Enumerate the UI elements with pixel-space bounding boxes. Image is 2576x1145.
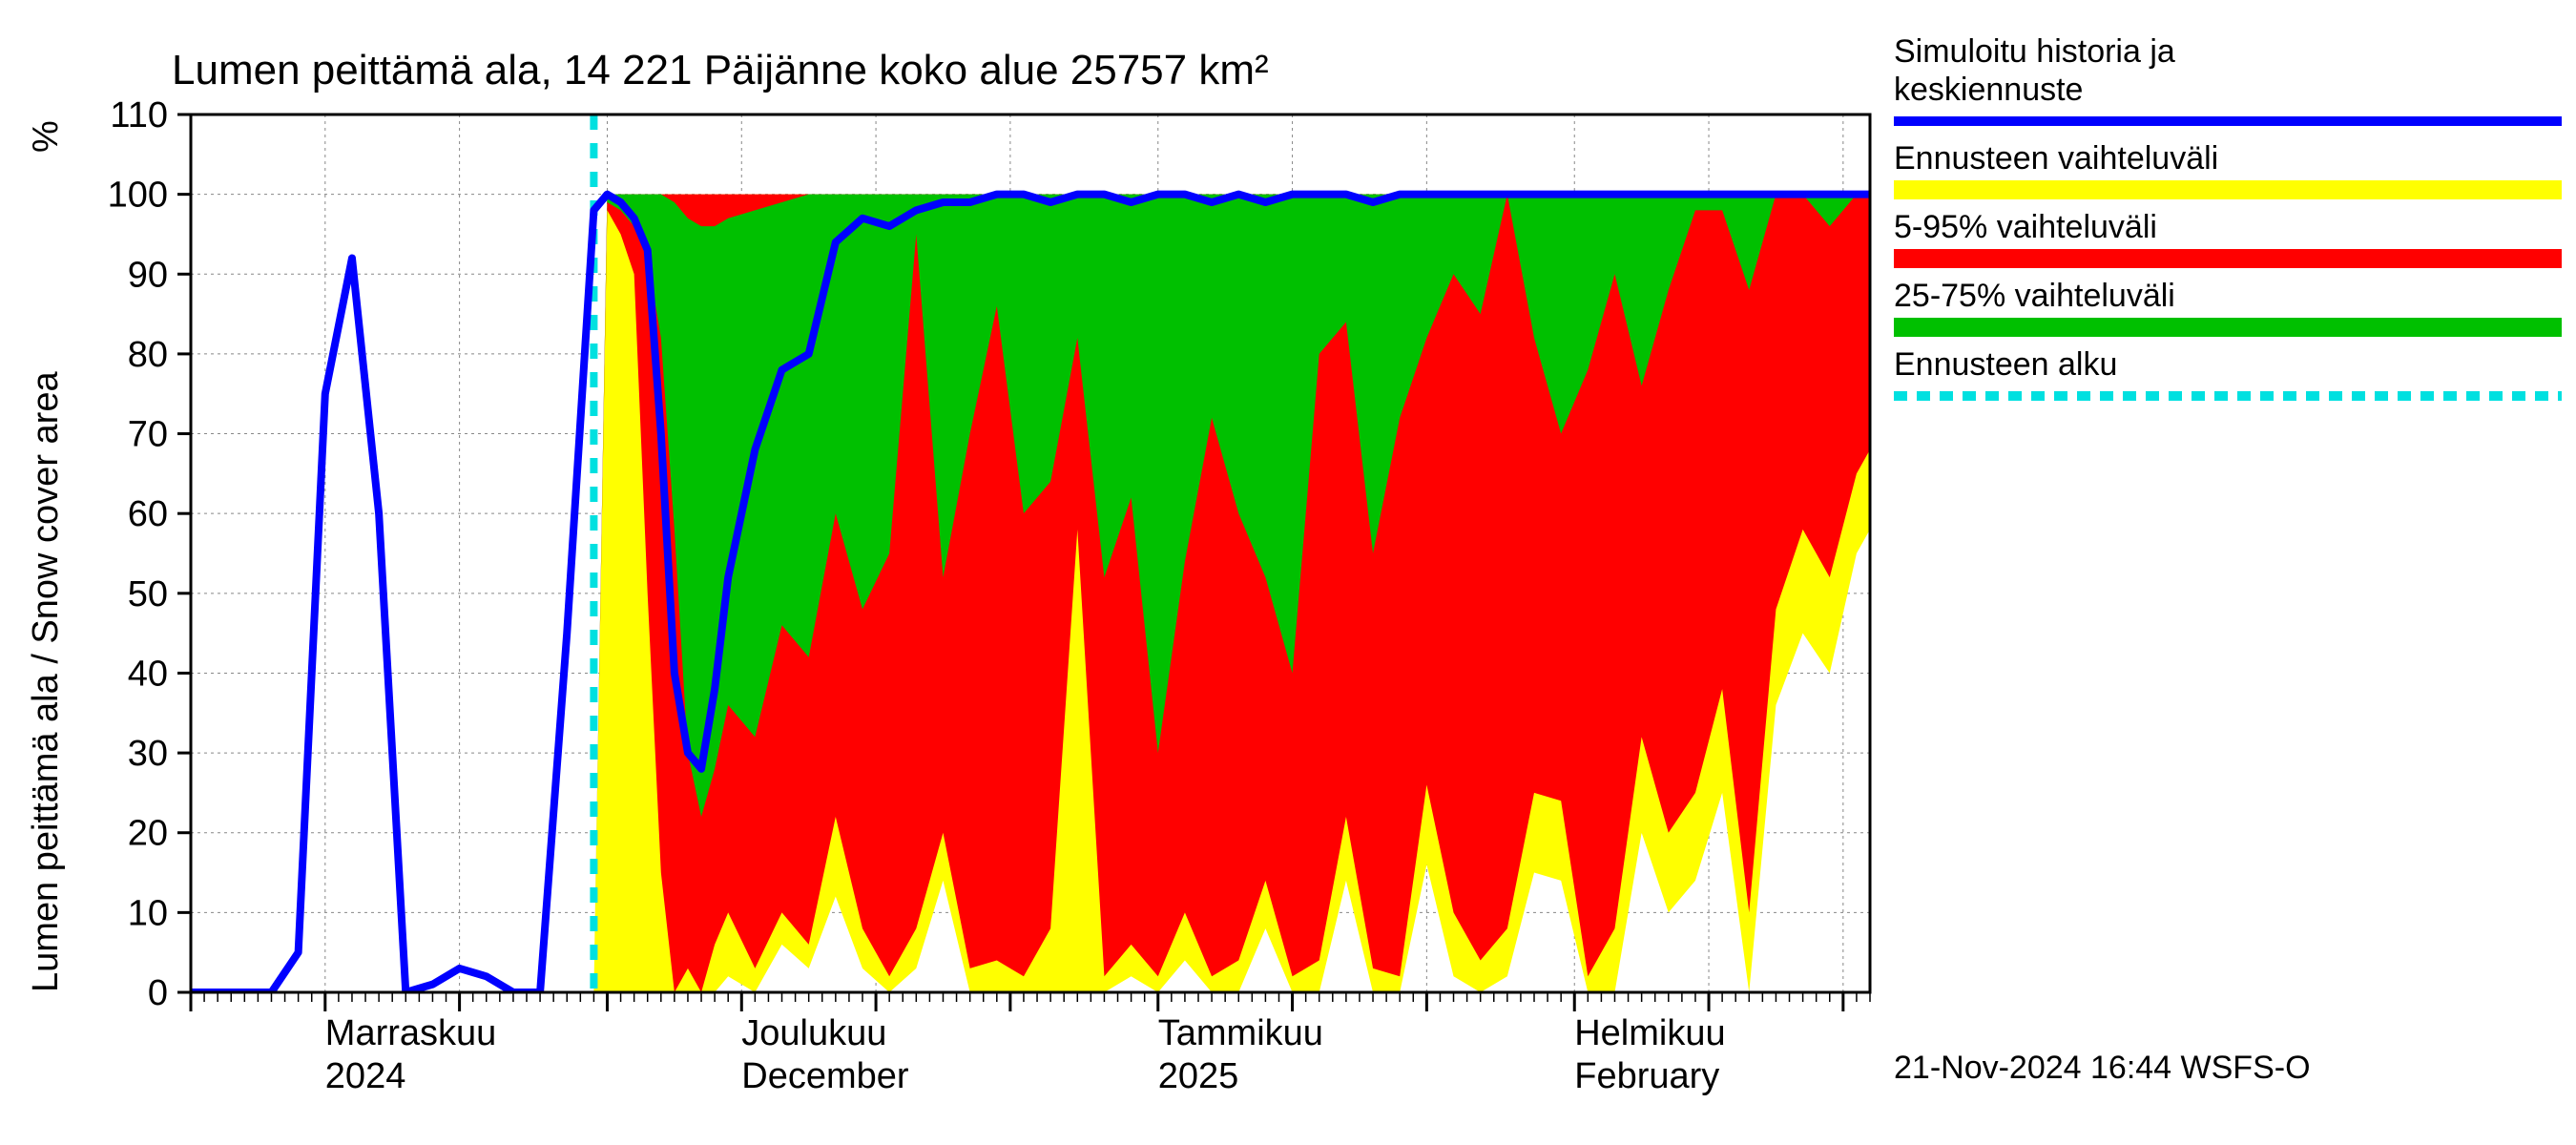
chart-svg: 0 10 20 30 40 50 60 70 80 90 100 110 Marraskuu2024 Jo… [0,0,2576,1145]
y-tick-label: 70 [128,415,168,455]
legend-label: 25-75% vaihteluväli [1894,278,2175,314]
legend-label: 5-95% vaihteluväli [1894,209,2157,245]
legend-label: keskiennuste [1894,72,2083,108]
legend-swatch [1894,249,2562,268]
y-tick-label: 90 [128,255,168,295]
y-tick-label: 80 [128,335,168,375]
x-month-label-bottom: December [741,1056,909,1096]
x-month-label-top: Marraskuu [325,1013,497,1053]
footer-timestamp: 21-Nov-2024 16:44 WSFS-O [1894,1050,2311,1086]
y-tick-label: 0 [148,973,168,1013]
y-tick-label: 110 [110,95,168,135]
x-month-label-bottom: February [1574,1056,1719,1096]
legend-label: Simuloitu historia ja [1894,33,2175,70]
legend-swatch [1894,180,2562,199]
y-tick-label: 10 [128,893,168,933]
y-tick-label: 50 [128,574,168,614]
chart-title: Lumen peittämä ala, 14 221 Päijänne koko… [172,47,1269,94]
x-month-label-bottom: 2024 [325,1056,406,1096]
y-tick-label: 30 [128,734,168,774]
y-tick-label: 20 [128,814,168,854]
x-month-label-top: Helmikuu [1574,1013,1725,1053]
y-tick-label: 60 [128,494,168,534]
legend-label: Ennusteen alku [1894,346,2117,383]
y-axis-label-unit: % [26,120,66,153]
x-month-label-top: Joulukuu [741,1013,886,1053]
y-axis-label-main: Lumen peittämä ala / Snow cover area [26,371,66,992]
legend-swatch [1894,318,2562,337]
x-month-label-top: Tammikuu [1158,1013,1323,1053]
legend-label: Ennusteen vaihteluväli [1894,140,2218,177]
y-tick-label: 40 [128,654,168,694]
snow-cover-chart: 0 10 20 30 40 50 60 70 80 90 100 110 Marraskuu2024 Jo… [0,0,2576,1145]
x-month-label-bottom: 2025 [1158,1056,1239,1096]
y-tick-label: 100 [108,176,168,216]
